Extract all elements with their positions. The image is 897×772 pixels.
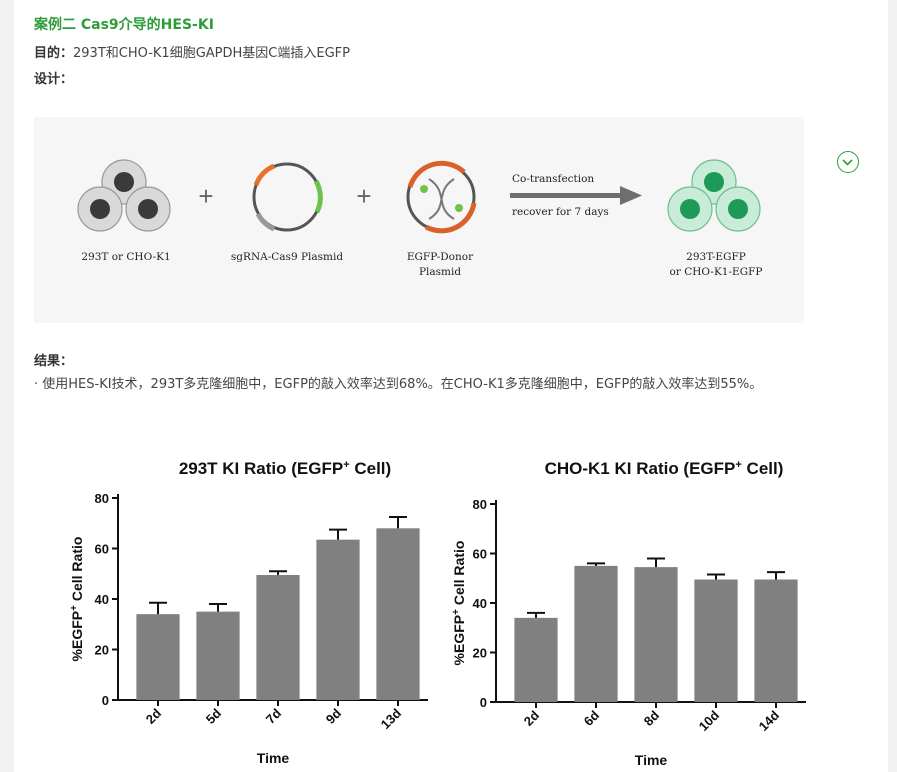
cell-nucleus-3	[138, 199, 158, 219]
egfp-nucleus-3	[728, 199, 748, 219]
y-tick-label: 80	[473, 497, 487, 512]
results-text: · 使用HES-KI技术，293T多克隆细胞中，EGFP的敲入效率达到68%。在…	[34, 377, 763, 392]
plus-sign-2: +	[356, 181, 371, 211]
purpose-line: 目的：293T和CHO-K1细胞GAPDH基因C端插入EGFP	[34, 42, 350, 61]
x-tick-label: 5d	[203, 705, 224, 726]
x-tick-label: 2d	[143, 705, 164, 726]
egfp-cells-icon	[667, 159, 761, 232]
design-figure: 293T or CHO-K1 + sgRNA-Cas9 Plasmid +	[34, 117, 804, 323]
bar	[574, 565, 618, 702]
y-tick-label: 20	[95, 643, 109, 658]
design-figure-svg: 293T or CHO-K1 + sgRNA-Cas9 Plasmid +	[77, 159, 763, 278]
bar	[136, 614, 180, 700]
donor-label-1: EGFP-Donor	[407, 251, 474, 263]
bar	[754, 579, 798, 702]
expand-chevron-button[interactable]	[837, 151, 859, 173]
purpose-label: 目的：	[34, 46, 74, 61]
bar	[376, 528, 420, 700]
y-axis-label: %EGFP+ Cell Ratio	[69, 537, 86, 662]
design-label: 设计：	[34, 72, 74, 87]
arrow-top-label: Co-transfection	[512, 173, 594, 185]
x-tick-label: 8d	[641, 707, 662, 728]
content-card: 案例二 Cas9介导的HES-KI 目的：293T和CHO-K1细胞GAPDH基…	[14, 0, 888, 772]
bar	[196, 611, 240, 700]
design-line: 设计：	[34, 68, 73, 87]
cells-label: 293T or CHO-K1	[81, 251, 170, 263]
cell-nucleus-2	[90, 199, 110, 219]
x-tick-label: 7d	[263, 705, 284, 726]
x-axis-label: Time	[635, 752, 668, 768]
bar	[316, 539, 360, 700]
result-label-2: or CHO-K1-EGFP	[670, 266, 763, 278]
donor-label-2: Plasmid	[419, 266, 461, 278]
x-tick-label: 10d	[696, 707, 722, 733]
plasmid-icon	[252, 162, 323, 232]
y-tick-label: 0	[102, 693, 109, 708]
chevron-down-icon	[842, 159, 853, 166]
case-title: 案例二 Cas9介导的HES-KI	[34, 17, 214, 33]
chart-293t: 293T KI Ratio (EGFP+ Cell) 0 20 40 60 80 2d 5d 7…	[69, 459, 428, 766]
y-tick-label: 40	[95, 592, 109, 607]
bar	[514, 617, 558, 702]
y-tick-label: 60	[95, 542, 109, 557]
bar	[634, 567, 678, 702]
purpose-text: 293T和CHO-K1细胞GAPDH基因C端插入EGFP	[73, 46, 350, 61]
result-label-1: 293T-EGFP	[686, 251, 746, 263]
plus-sign-1: +	[198, 181, 213, 211]
bar	[694, 579, 738, 702]
y-tick-label: 60	[473, 547, 487, 562]
x-tick-label: 6d	[581, 707, 602, 728]
arrow-bottom-label: recover for 7 days	[512, 206, 609, 218]
x-tick-label: 14d	[756, 707, 782, 733]
results-label: 结果：	[34, 354, 74, 369]
egfp-nucleus-1	[704, 172, 724, 192]
y-tick-label: 80	[95, 491, 109, 506]
y-tick-label: 0	[480, 695, 487, 710]
y-tick-label: 40	[473, 596, 487, 611]
egfp-nucleus-2	[680, 199, 700, 219]
x-axis-label: Time	[257, 750, 290, 766]
x-tick-label: 9d	[323, 705, 344, 726]
bar	[256, 575, 300, 700]
donor-plasmid-icon	[406, 160, 477, 234]
chart-cho-k1: CHO-K1 KI Ratio (EGFP+ Cell) 0 20 40 60 80 2d 6…	[451, 459, 806, 768]
cells-icon	[77, 159, 171, 232]
x-tick-label: 2d	[521, 707, 542, 728]
results-line: 结果：	[34, 350, 73, 369]
plasmid-label: sgRNA-Cas9 Plasmid	[231, 251, 343, 263]
chart-title: 293T KI Ratio (EGFP+ Cell)	[179, 459, 391, 478]
chart-title: CHO-K1 KI Ratio (EGFP+ Cell)	[545, 459, 784, 478]
y-tick-label: 20	[473, 646, 487, 661]
right-arrow-icon	[510, 186, 642, 205]
y-axis-label: %EGFP+ Cell Ratio	[451, 541, 468, 666]
cell-nucleus-1	[114, 172, 134, 192]
x-tick-label: 13d	[378, 705, 404, 731]
